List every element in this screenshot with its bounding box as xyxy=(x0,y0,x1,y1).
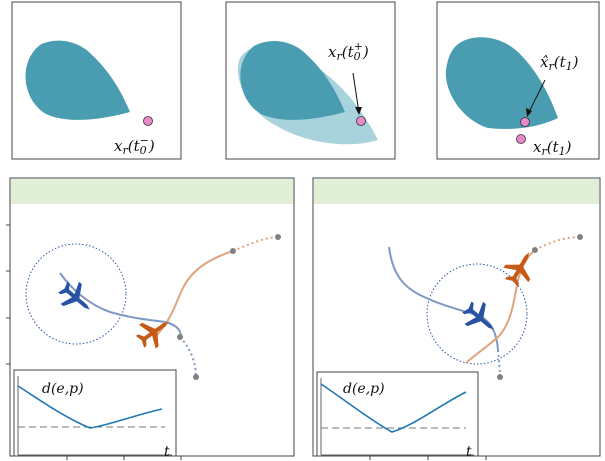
arrow-line xyxy=(352,72,360,114)
waypoint xyxy=(177,334,183,340)
label-xr-t1: xr(t1) xyxy=(533,138,572,158)
distance-curve xyxy=(320,383,467,433)
waypoint xyxy=(193,374,199,380)
arrow-line xyxy=(527,79,546,115)
inset-xlabel: t xyxy=(164,444,170,460)
waypoint xyxy=(532,247,538,253)
bottom-panel-2: d(e,p) t xyxy=(312,177,601,460)
label-xr-hat-t1: x̂r(t1) xyxy=(540,53,579,73)
blue-aircraft-trajectory xyxy=(59,272,182,338)
communication-range-circle xyxy=(426,263,528,365)
top-panel-3: x̂r(t1) xr(t1) xyxy=(436,1,600,160)
communication-range-circle xyxy=(25,243,127,345)
bottom-panel-1: d(e,p) t xyxy=(6,177,295,460)
axis-ticks xyxy=(6,224,182,460)
blue-aircraft-trajectory xyxy=(388,246,499,351)
distance-curve xyxy=(17,385,163,429)
blue-aircraft-planned-path xyxy=(179,336,197,378)
distance-inset: d(e,p) t xyxy=(13,369,177,460)
inset-ylabel: d(e,p) xyxy=(42,381,84,397)
waypoint xyxy=(230,248,236,254)
relay-state-point xyxy=(516,134,526,144)
reachable-set-region xyxy=(25,40,130,120)
green-banner xyxy=(314,179,599,204)
reachable-set-region xyxy=(240,40,345,120)
relay-state-point xyxy=(143,116,153,126)
orange-aircraft-trajectory xyxy=(156,250,234,336)
top-panel-1: xr(t0−) xyxy=(11,1,182,160)
green-banner xyxy=(11,179,293,204)
waypoint xyxy=(497,374,503,380)
inset-ylabel: d(e,p) xyxy=(343,381,385,397)
reachable-set-region xyxy=(445,37,558,129)
arrow-head xyxy=(526,108,532,117)
relay-state-point xyxy=(356,116,366,126)
waypoint xyxy=(577,234,583,240)
inset-xlabel: t xyxy=(466,444,472,460)
waypoint xyxy=(275,234,281,240)
label-xr-t0-plus: xr(t0+) xyxy=(328,40,369,63)
top-panel-2: xr(t0+) xyxy=(225,1,396,160)
estimated-relay-point xyxy=(520,117,530,127)
axis-ticks xyxy=(369,456,487,460)
arrow-head xyxy=(355,107,362,115)
label-xr-t0-minus: xr(t0−) xyxy=(114,134,155,157)
distance-inset: d(e,p) t xyxy=(316,371,479,460)
